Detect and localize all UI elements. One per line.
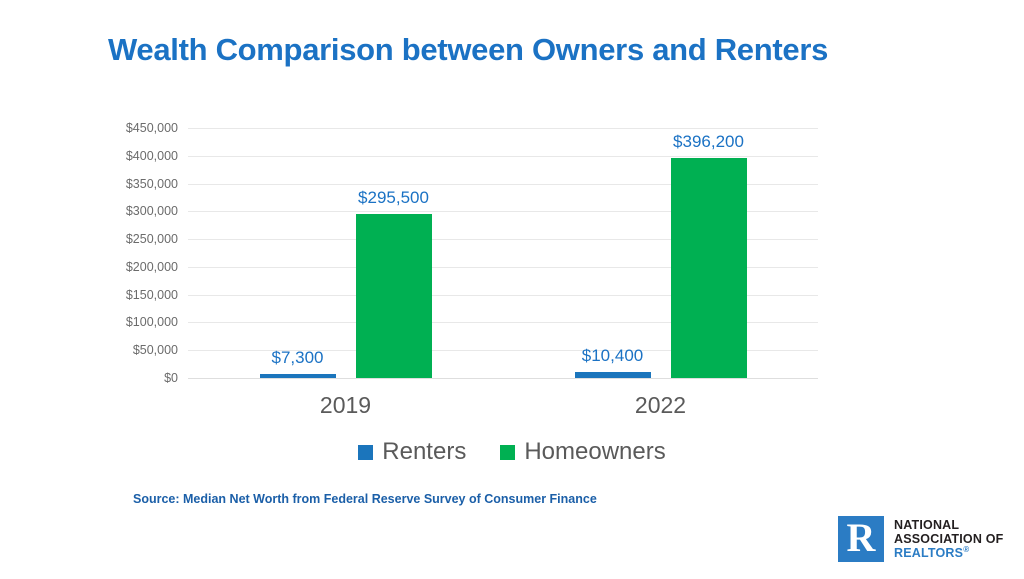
gridline xyxy=(188,266,818,268)
y-axis: $0 $50,000 $100,000 $150,000 $200,000 $250,00… xyxy=(100,121,178,385)
bar-value-label: $7,300 xyxy=(271,347,324,367)
source-note: Source: Median Net Worth from Federal Re… xyxy=(133,492,597,506)
legend-item-renters[interactable]: Renters xyxy=(358,438,466,466)
registered-mark: ® xyxy=(963,544,970,554)
page-title: Wealth Comparison between Owners and Ren… xyxy=(108,32,829,67)
logo-mark-letter: R xyxy=(846,515,876,560)
bar-renters-2022 xyxy=(574,372,651,378)
logo-line-2: ASSOCIATION OF xyxy=(894,531,1004,546)
bar-value-label: $295,500 xyxy=(358,187,429,207)
gridline xyxy=(188,350,818,352)
x-axis: 2019 2022 xyxy=(188,392,818,426)
gridline xyxy=(188,155,818,157)
bar-homeowners-2019 xyxy=(355,213,432,378)
plot-area: $7,300 $295,500 $10,400 $396,200 xyxy=(188,128,818,379)
x-axis-tick-label: 2022 xyxy=(634,392,687,418)
bar-value-label: $396,200 xyxy=(673,131,744,151)
legend-label: Homeowners xyxy=(524,438,666,465)
logo-brand-text: REALTORS xyxy=(894,546,964,561)
gridline xyxy=(188,211,818,213)
gridline xyxy=(188,378,818,379)
y-axis-tick-label: $450,000 xyxy=(125,121,178,135)
y-axis-tick-label: $300,000 xyxy=(125,204,178,219)
logo-line-3: REALTORS® xyxy=(894,544,1004,561)
gridline xyxy=(188,239,818,241)
y-axis-tick-label: $350,000 xyxy=(125,176,178,191)
y-axis-tick-label: $50,000 xyxy=(132,343,178,358)
realtor-r-icon: R xyxy=(838,516,884,562)
nar-logo: R NATIONAL ASSOCIATION OF REALTORS® xyxy=(838,516,1004,562)
chart-legend: Renters Homeowners xyxy=(0,438,1024,466)
legend-swatch-icon xyxy=(500,444,516,460)
bar-renters-2019 xyxy=(259,373,336,378)
legend-label: Renters xyxy=(382,438,467,465)
legend-swatch-icon xyxy=(358,444,374,460)
y-axis-tick-label: $100,000 xyxy=(125,315,178,330)
legend-item-homeowners[interactable]: Homeowners xyxy=(500,438,666,466)
logo-wordmark: NATIONAL ASSOCIATION OF REALTORS® xyxy=(894,518,1004,560)
y-axis-tick-label: $150,000 xyxy=(125,287,178,302)
y-axis-tick-label: $0 xyxy=(164,371,178,385)
x-axis-tick-label: 2019 xyxy=(319,392,372,418)
bar-value-label: $10,400 xyxy=(581,346,644,366)
y-axis-tick-label: $250,000 xyxy=(125,232,178,247)
y-axis-tick-label: $200,000 xyxy=(125,259,178,274)
gridline xyxy=(188,183,818,185)
gridline xyxy=(188,322,818,324)
bar-homeowners-2022 xyxy=(670,157,747,378)
gridline xyxy=(188,128,818,129)
gridline xyxy=(188,294,818,296)
y-axis-tick-label: $400,000 xyxy=(125,148,178,163)
logo-line-1: NATIONAL xyxy=(894,517,960,532)
